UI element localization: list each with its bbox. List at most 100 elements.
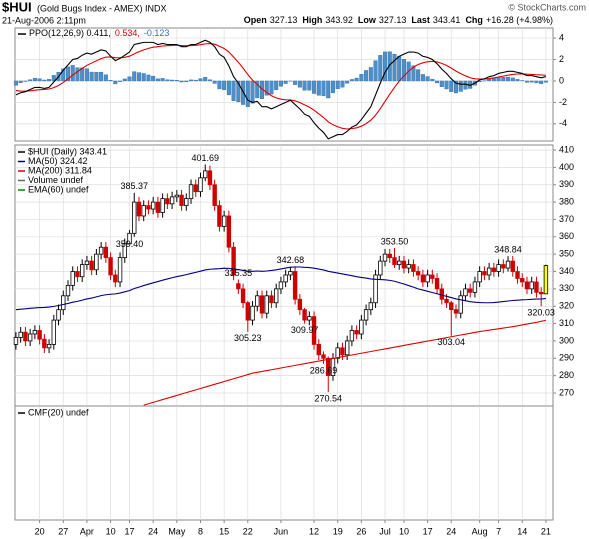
price-annotation: 305.23 [234, 333, 262, 343]
histogram-bar [127, 76, 132, 82]
timestamp: 21-Aug-2006 2:11pm [2, 15, 86, 25]
histogram-bar [378, 55, 383, 82]
candle-body [321, 354, 326, 359]
candle-body [273, 288, 279, 304]
y-tick-label: -2 [559, 97, 567, 107]
y-tick-label: 4 [559, 32, 564, 42]
x-tick-label: Jun [274, 526, 289, 536]
histogram-bar [250, 80, 255, 104]
candle-body [425, 274, 430, 283]
x-tick-label: 24 [148, 526, 158, 536]
histogram-bar [501, 77, 506, 82]
candle-body [392, 257, 397, 265]
histogram-bar [136, 72, 141, 82]
indicator-line [143, 319, 547, 406]
candle-body [174, 194, 180, 198]
histogram-bar [510, 77, 515, 82]
panel-frame [14, 405, 554, 521]
histogram-bar [103, 74, 108, 82]
quote-value: 343.41 [433, 15, 461, 25]
histogram-bar [506, 76, 511, 82]
histogram-bar [439, 80, 444, 87]
histogram-bar [435, 80, 440, 84]
candle-body [444, 298, 449, 304]
histogram-bar [141, 73, 146, 82]
histogram-bar [463, 80, 468, 90]
histogram-bar [193, 79, 198, 82]
histogram-bar [411, 65, 416, 82]
candle-body [297, 298, 303, 311]
histogram-bar [113, 80, 118, 85]
quote-value: 327.13 [379, 15, 407, 25]
histogram-bar [231, 80, 236, 101]
histogram-bar [487, 78, 492, 82]
y-tick-label: 380 [559, 196, 574, 206]
candle-body [240, 288, 246, 304]
x-tick-label: Aug [472, 526, 488, 536]
histogram-bar [179, 80, 184, 83]
candle-body [79, 264, 85, 278]
candle-body [439, 288, 445, 300]
candle-body [207, 170, 213, 186]
candle-body [515, 271, 520, 279]
candle-body [37, 330, 42, 340]
candle-body [179, 194, 184, 206]
candle-body [217, 205, 222, 227]
histogram-bar [326, 80, 331, 99]
histogram-bar [174, 80, 179, 82]
candle-body [401, 260, 407, 269]
candle-body [42, 338, 47, 349]
candle-body [203, 170, 208, 179]
candle-body [406, 264, 411, 269]
candle-body [103, 246, 109, 259]
indicator-line [15, 42, 546, 130]
copyright: © StockCharts.com [508, 2, 586, 12]
candle-body [363, 309, 369, 321]
candle-body [136, 201, 142, 217]
candle-body [269, 295, 274, 304]
candle-body [127, 232, 132, 245]
y-tick-label: 310 [559, 318, 574, 328]
histogram-bar [416, 69, 421, 82]
y-tick-label: 350 [559, 249, 574, 259]
histogram-bar [89, 71, 94, 82]
candle-body [132, 201, 137, 234]
candle-body [117, 257, 123, 283]
candle-body [193, 184, 198, 193]
candle-body [458, 295, 463, 314]
y-tick-label: 270 [559, 387, 574, 397]
histogram-bar [151, 75, 156, 82]
histogram-bar [13, 80, 18, 86]
candle-body [89, 260, 94, 271]
candle-body [288, 271, 293, 276]
legend-entry: PPO(12,26,9) 0.411, [29, 28, 111, 38]
histogram-bar [222, 80, 227, 91]
histogram-bar [245, 80, 250, 107]
histogram-bar [524, 80, 529, 83]
legend-entry: 0.534, [115, 28, 140, 38]
y-tick-label: 290 [559, 353, 574, 363]
price-annotation: 401.69 [191, 153, 219, 163]
histogram-bar [75, 67, 80, 82]
histogram-bar [198, 78, 203, 82]
candle-body [283, 274, 288, 283]
candle-body [236, 283, 241, 290]
candle-body [259, 295, 265, 314]
quote-value: +16.28 (+4.98%) [486, 15, 553, 25]
histogram-bar [94, 71, 99, 82]
indicator-line [15, 39, 547, 140]
histogram-bar [236, 80, 241, 103]
histogram-bar [340, 80, 345, 88]
histogram-bar [23, 80, 28, 82]
candle-body [184, 198, 189, 206]
candle-body [472, 281, 478, 293]
symbol-description: (Gold Bugs Index - AMEX) INDX [37, 3, 167, 13]
x-tick-label: 20 [35, 526, 45, 536]
histogram-bar [307, 80, 312, 91]
candle-body [378, 260, 383, 276]
legend-entry: MA(200) 311.84 [28, 165, 92, 175]
candle-body [496, 264, 501, 272]
histogram-bar [160, 78, 165, 82]
histogram-bar [278, 80, 283, 87]
candle-body [397, 260, 402, 265]
